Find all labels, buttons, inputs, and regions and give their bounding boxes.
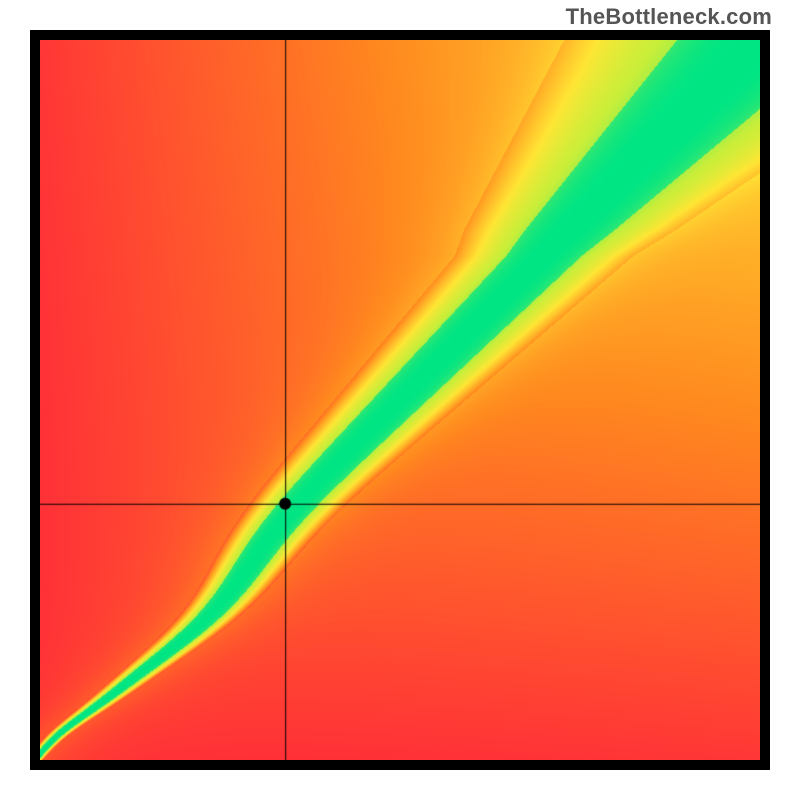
heatmap-canvas xyxy=(40,40,760,760)
watermark-text: TheBottleneck.com xyxy=(566,4,772,30)
figure-container: TheBottleneck.com xyxy=(0,0,800,800)
heatmap-plot xyxy=(30,30,770,770)
